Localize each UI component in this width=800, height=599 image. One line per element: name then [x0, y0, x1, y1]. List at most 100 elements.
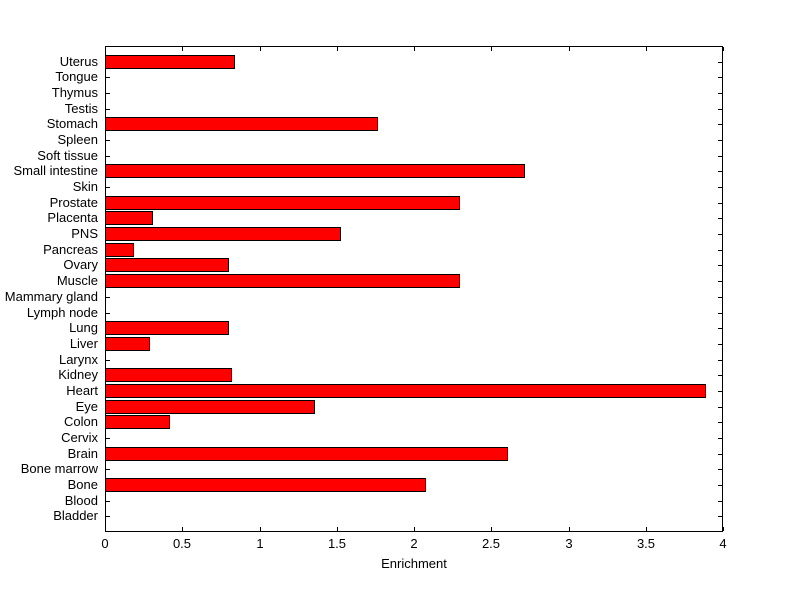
- bar: [105, 55, 235, 69]
- y-tick-mark-right: [718, 516, 722, 517]
- y-tick-mark-right: [718, 360, 722, 361]
- y-tick-mark-right: [718, 187, 722, 188]
- y-tick-mark-right: [718, 501, 722, 502]
- y-tick-mark-left: [106, 438, 110, 439]
- x-tick-mark-top: [646, 47, 647, 51]
- y-tick-mark-right: [718, 391, 722, 392]
- y-tick-label: Mammary gland: [4, 289, 98, 304]
- y-tick-label: Larynx: [58, 352, 98, 367]
- y-tick-mark-left: [106, 297, 110, 298]
- y-tick-mark-right: [718, 140, 722, 141]
- y-tick-label: Heart: [66, 383, 98, 398]
- y-tick-mark-right: [718, 171, 722, 172]
- y-tick-label: Tongue: [55, 69, 98, 84]
- bar: [105, 400, 315, 414]
- x-tick-mark-bottom: [646, 527, 647, 531]
- y-tick-mark-right: [718, 328, 722, 329]
- bar: [105, 274, 460, 288]
- y-tick-mark-right: [718, 62, 722, 63]
- x-tick-mark-bottom: [569, 527, 570, 531]
- x-tick-label: 0.5: [172, 536, 192, 551]
- y-tick-mark-right: [718, 485, 722, 486]
- bar: [105, 337, 150, 351]
- x-tick-label: 0: [101, 536, 109, 551]
- x-tick-mark-bottom: [182, 527, 183, 531]
- y-tick-label: Spleen: [57, 132, 98, 147]
- x-tick-label: 2: [410, 536, 418, 551]
- y-tick-label: Prostate: [49, 195, 98, 210]
- y-tick-label: Small intestine: [13, 163, 98, 178]
- y-tick-mark-right: [718, 124, 722, 125]
- y-tick-mark-right: [718, 407, 722, 408]
- y-tick-label: Skin: [72, 179, 98, 194]
- x-tick-mark-bottom: [337, 527, 338, 531]
- y-tick-mark-right: [718, 234, 722, 235]
- y-tick-label: Lymph node: [26, 305, 98, 320]
- y-tick-mark-right: [718, 265, 722, 266]
- y-tick-label: Blood: [64, 493, 98, 508]
- y-tick-mark-right: [718, 109, 722, 110]
- y-tick-label: Eye: [75, 399, 98, 414]
- y-tick-label: Testis: [64, 101, 98, 116]
- x-tick-mark-bottom: [105, 527, 106, 531]
- x-tick-mark-bottom: [414, 527, 415, 531]
- y-tick-label: Uterus: [59, 54, 98, 69]
- bar: [105, 415, 170, 429]
- bar: [105, 258, 229, 272]
- x-tick-mark-bottom: [723, 527, 724, 531]
- y-tick-label: Cervix: [61, 430, 98, 445]
- bar: [105, 384, 706, 398]
- y-tick-label: Bladder: [53, 508, 98, 523]
- x-tick-label: 3.5: [636, 536, 656, 551]
- y-tick-mark-left: [106, 501, 110, 502]
- y-tick-label: PNS: [71, 226, 98, 241]
- y-tick-mark-left: [106, 77, 110, 78]
- y-tick-label: Thymus: [51, 85, 98, 100]
- bar: [105, 164, 525, 178]
- y-tick-mark-left: [106, 140, 110, 141]
- y-tick-mark-right: [718, 297, 722, 298]
- y-tick-label: Lung: [69, 320, 98, 335]
- y-tick-label: Muscle: [56, 273, 98, 288]
- y-tick-label: Colon: [64, 414, 98, 429]
- x-tick-mark-top: [723, 47, 724, 51]
- y-tick-label: Placenta: [47, 210, 98, 225]
- x-tick-mark-top: [260, 47, 261, 51]
- y-tick-mark-right: [718, 77, 722, 78]
- y-tick-label: Bone marrow: [20, 461, 98, 476]
- bar: [105, 227, 341, 241]
- y-tick-mark-right: [718, 281, 722, 282]
- bar: [105, 211, 153, 225]
- bar: [105, 321, 229, 335]
- y-tick-mark-right: [718, 218, 722, 219]
- y-tick-label: Bone: [67, 477, 98, 492]
- y-tick-mark-right: [718, 438, 722, 439]
- x-tick-mark-top: [491, 47, 492, 51]
- y-tick-mark-left: [106, 469, 110, 470]
- y-tick-mark-right: [718, 469, 722, 470]
- bar: [105, 447, 508, 461]
- x-axis-label: Enrichment: [381, 556, 447, 571]
- y-tick-mark-right: [718, 250, 722, 251]
- y-tick-mark-left: [106, 516, 110, 517]
- x-tick-mark-top: [337, 47, 338, 51]
- y-tick-label: Liver: [69, 336, 98, 351]
- bar: [105, 478, 426, 492]
- bar: [105, 117, 378, 131]
- bar: [105, 243, 134, 257]
- bar: [105, 196, 460, 210]
- y-tick-mark-right: [718, 313, 722, 314]
- x-tick-label: 3: [565, 536, 573, 551]
- y-tick-mark-left: [106, 187, 110, 188]
- x-tick-mark-top: [569, 47, 570, 51]
- y-tick-mark-left: [106, 313, 110, 314]
- y-tick-mark-right: [718, 156, 722, 157]
- y-tick-mark-left: [106, 156, 110, 157]
- y-tick-label: Soft tissue: [37, 148, 98, 163]
- x-tick-label: 1: [256, 536, 264, 551]
- x-tick-mark-top: [182, 47, 183, 51]
- y-tick-label: Brain: [67, 446, 98, 461]
- y-tick-mark-right: [718, 203, 722, 204]
- y-tick-label: Ovary: [63, 257, 98, 272]
